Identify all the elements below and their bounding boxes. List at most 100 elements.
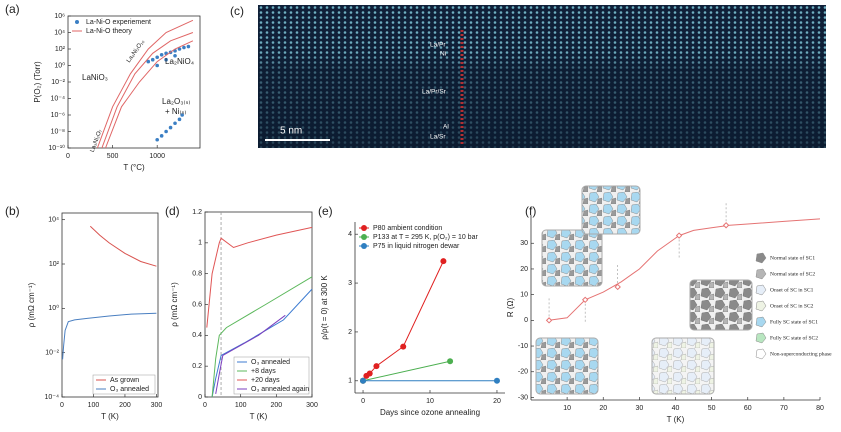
legend-label: Normal state of SC1 [770,254,815,261]
annotation: La₃Ni₂O₇ [90,129,104,153]
y-tick-label: 1 [348,378,352,385]
series-line [206,226,313,328]
y-tick-label: 10⁻² [45,350,59,357]
y-tick-label: 20 [520,266,528,273]
x-tick-label: 0 [66,153,70,160]
legend-label: Normal state of SC2 [770,270,815,277]
y-tick-label: 10⁻⁶ [51,112,65,119]
series-line [549,218,821,321]
x-axis-label: T (K) [250,412,268,421]
series-line [362,360,451,382]
x-axis-label: T (°C) [123,163,145,172]
legend-label: +20 days [251,377,280,384]
x-tick-label: 50 [708,405,716,412]
y-tick-label: 3 [348,280,352,287]
y-tick-label: -10 [518,343,528,350]
image-label: La/Sr [430,134,446,141]
panel-label: (e) [318,204,333,218]
point [155,137,159,142]
point [493,377,500,384]
y-tick-label: 0.8 [192,271,202,278]
y-tick-label: 10⁰ [48,304,59,312]
y-tick-label: 10⁻⁴ [45,394,60,401]
panel: (a) 10⁻¹⁰ 10⁻⁸ 10⁻⁶ 10⁻⁴ 10⁻² 10⁰ 10² 10⁴ 10⁶ 0 500… [5,2,201,172]
y-tick-label: 10⁶ [54,13,65,20]
series-line [89,225,157,267]
y-tick-label: 10⁻⁸ [51,128,65,135]
series-line [362,260,444,382]
y-axis-label: ρ (mΩ cm⁻¹) [27,282,36,327]
panel: (f) -30 -20 -10 0 10 20 30 10 20 30 40 50 60 70 80 T (K)… [506,201,832,424]
panel-label: (c) [230,4,244,18]
x-tick-label: 0 [361,398,365,405]
point [164,129,168,134]
annotation: La₂NiO₄ [165,57,194,66]
panel-label: (b) [5,204,20,218]
x-tick-label: 30 [635,405,643,412]
legend-swatch [755,316,767,328]
series-line [96,19,194,149]
point [614,283,621,291]
x-axis-label: Days since ozone annealing [380,408,480,417]
point [159,52,164,57]
x-tick-label: 20 [599,405,607,412]
schematics [535,185,753,395]
legend-label: O₃ annealed again [251,386,309,393]
legend-label: La-Ni-O experiement [86,19,151,26]
point [545,317,553,324]
point [373,363,380,370]
legend-marker [361,225,367,231]
x-tick-label: 0 [60,402,64,409]
panel: (d) 0 0.2 0.4 0.6 0.8 1 1.2 0 100 200 300 T (K) ρ (mΩ… [165,204,318,421]
point [159,134,164,138]
point [366,370,373,377]
legend-label: O₃ annealed [110,386,149,393]
x-tick-label: 80 [816,405,824,412]
legend-label: +8 days [251,368,276,375]
image-label: Ni [440,51,446,58]
legend-swatch [755,348,767,360]
y-tick-label: 0 [524,317,528,324]
x-tick-label: 200 [270,402,282,409]
legend-label: P75 in liquid nitrogen dewar [373,243,460,250]
x-tick-label: 10 [426,398,434,405]
legend-marker [75,20,79,24]
x-tick-label: 500 [107,153,119,160]
x-tick-label: 1000 [149,153,165,160]
point [675,232,683,239]
legend-swatch [755,284,767,296]
y-axis-label: P(O₂) (Torr) [33,61,42,103]
x-axis-label: T (K) [667,415,685,424]
x-tick-label: 100 [235,402,247,409]
legend-label: P80 ambient condition [373,225,442,232]
panel: (b) 10⁻⁴ 10⁻² 10⁰ 10² 10⁴ 0 100 200 300 T (K) ρ (mΩ… [5,204,162,421]
y-tick-label: -20 [518,369,528,376]
y-tick-label: 10 [520,291,528,298]
panel: (e) 1 2 3 4 0 10 20 Days since ozone annealing ρ/… [318,204,505,417]
legend-box [233,356,310,395]
point [360,377,367,384]
y-tick-label: 4 [348,231,352,238]
series-line [211,288,313,398]
point [182,45,186,50]
y-axis-label: ρ/ρ(t = 0) at 300 K [320,275,329,340]
y-tick-label: 10² [49,261,60,268]
y-tick-label: 1 [198,240,202,247]
panel-label: (d) [165,204,180,218]
legend-label: Non-superconducting phase [770,351,832,357]
x-axis-label: T (K) [101,412,119,421]
legend-marker [361,243,367,249]
y-tick-label: 10⁴ [48,217,59,224]
panel-label: (f) [525,204,536,218]
legend-label: Onset of SC in SC2 [770,302,814,309]
y-tick-label: 10² [55,46,66,53]
legend-label: La-Ni-O theory [86,28,132,35]
x-tick-label: 100 [88,402,100,409]
legend-swatch [755,332,767,344]
point [581,296,589,303]
y-tick-label: 2 [348,329,352,336]
point [177,47,182,51]
x-tick-label: 200 [119,402,131,409]
point [173,53,177,58]
annotation: La₂O₃₍ₛ₎ [162,97,190,106]
